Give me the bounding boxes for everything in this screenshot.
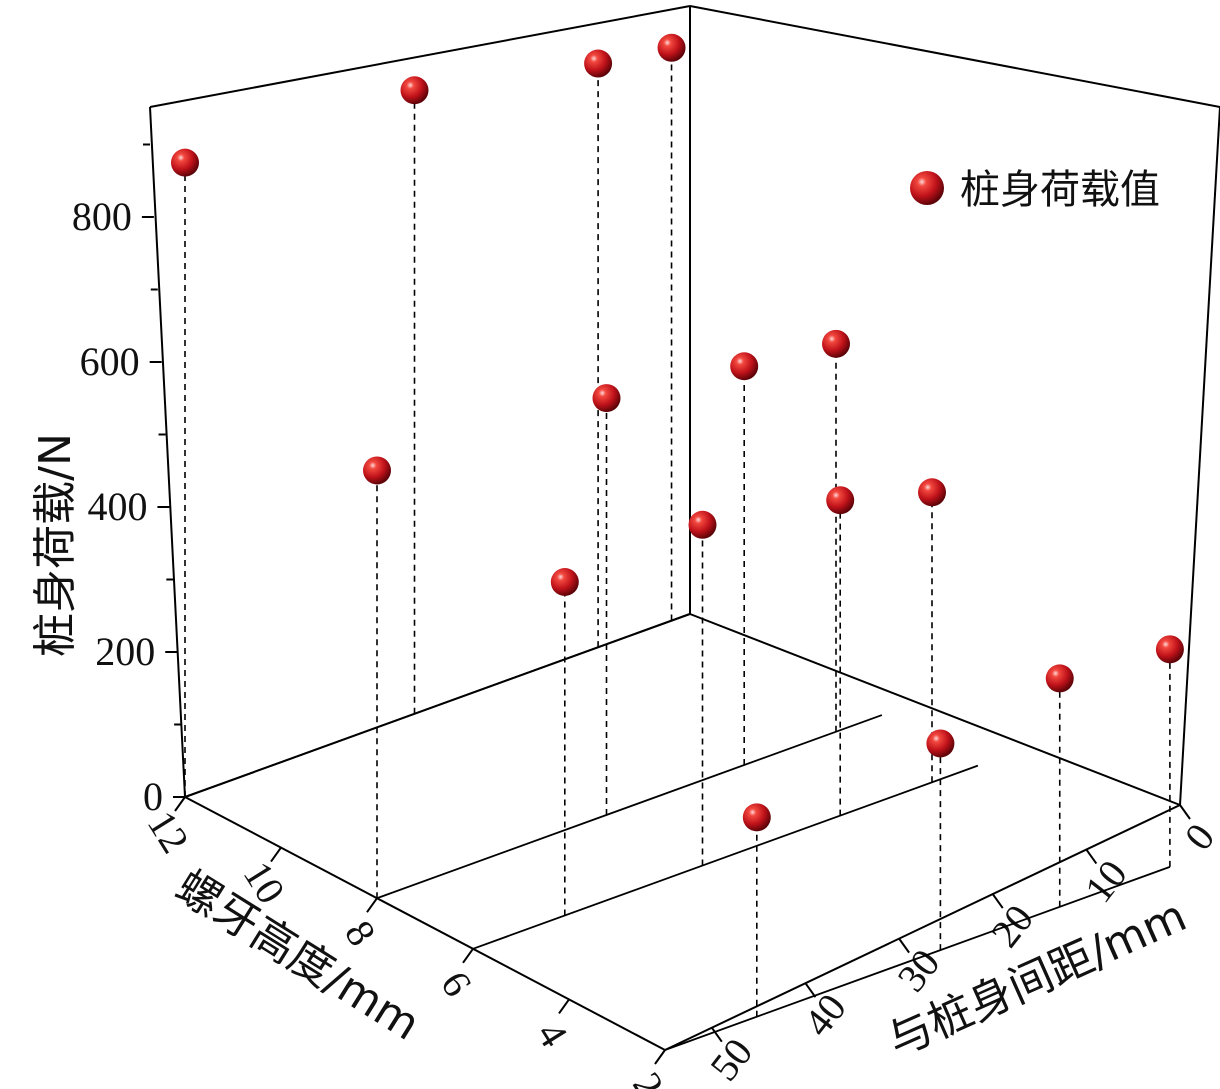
- floor-right-back-edge: [689, 613, 1181, 806]
- back-right-vertical-edge: [1179, 106, 1220, 806]
- y-tick-label: 6: [432, 963, 481, 1004]
- y-tick-label: 2: [624, 1064, 673, 1089]
- row-guide-line: [376, 714, 883, 900]
- data-point: [1045, 664, 1074, 693]
- x-tick-label: 40: [795, 985, 855, 1044]
- data-point: [688, 510, 717, 539]
- data-point: [363, 456, 391, 485]
- y-tick-label: 4: [528, 1014, 577, 1055]
- legend: 桩身荷载值: [910, 167, 1160, 213]
- x-tick-label: 20: [982, 896, 1042, 955]
- data-point: [584, 49, 613, 78]
- data-point: [400, 76, 429, 105]
- x-tick-label: 50: [701, 1030, 761, 1089]
- legend-label: 桩身荷载值: [960, 167, 1160, 213]
- y-tick: [558, 998, 570, 1014]
- back-left-vertical-edge: [149, 106, 186, 798]
- y-tick: [270, 847, 282, 863]
- data-point: [1155, 635, 1184, 664]
- z-axis-title: 桩身荷载/N: [30, 433, 81, 657]
- data-point: [742, 803, 771, 832]
- data-point: [918, 478, 946, 507]
- data-point: [730, 352, 759, 381]
- data-point: [657, 33, 686, 62]
- data-point: [550, 568, 579, 596]
- z-tick-label: 800: [72, 194, 132, 239]
- z-tick-label: 200: [95, 629, 155, 674]
- z-tick-label: 600: [80, 339, 140, 384]
- x-tick: [898, 938, 910, 954]
- row-guide-line: [184, 613, 691, 798]
- data-point: [822, 329, 850, 358]
- y-tick-label: 8: [336, 913, 385, 954]
- y-tick: [462, 948, 474, 964]
- x-tick: [1179, 804, 1191, 820]
- drop-lines: [184, 47, 1171, 1017]
- x-tick: [711, 1027, 723, 1043]
- row-guide-line: [472, 764, 979, 950]
- z-tick-label: 400: [87, 484, 147, 529]
- x-tick: [804, 982, 817, 998]
- y-tick: [174, 796, 186, 812]
- x-tick: [991, 893, 1004, 909]
- x-tick: [1085, 848, 1098, 865]
- floor-right-front-edge: [664, 804, 1181, 1051]
- top-left-edge: [149, 5, 691, 108]
- legend-marker: [910, 171, 944, 205]
- floor-left-front-edge: [184, 796, 666, 1051]
- x-tick-label: 10: [1076, 852, 1136, 911]
- row-guide-line: [664, 866, 1171, 1051]
- x-tick-label: 0: [1175, 815, 1220, 858]
- data-point: [926, 729, 955, 758]
- z-tick-label: 0: [143, 774, 163, 819]
- data-point: [171, 148, 199, 177]
- data-point: [592, 384, 621, 413]
- y-tick: [654, 1049, 666, 1065]
- data-point: [826, 486, 855, 515]
- y-tick: [366, 897, 378, 913]
- y-axis-title: 螺牙高度/mm: [167, 861, 429, 1051]
- data-markers: [171, 33, 1184, 832]
- z-axis-ticks: 0 200 400 600 800: [72, 143, 185, 819]
- top-right-edge: [689, 5, 1220, 108]
